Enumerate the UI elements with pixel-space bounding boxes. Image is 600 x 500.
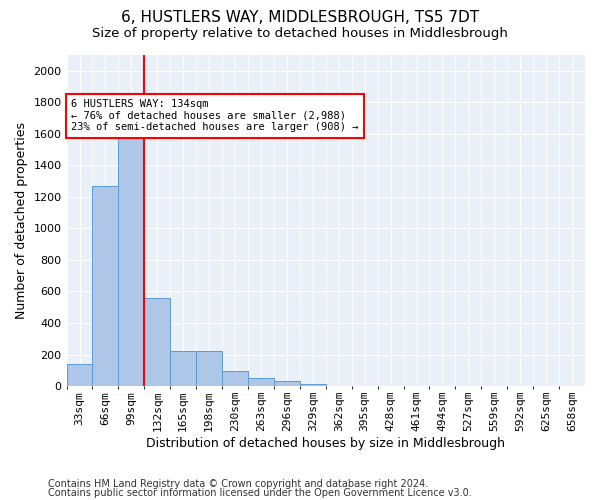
Text: 6, HUSTLERS WAY, MIDDLESBROUGH, TS5 7DT: 6, HUSTLERS WAY, MIDDLESBROUGH, TS5 7DT — [121, 10, 479, 25]
Bar — [118, 137, 145, 386]
X-axis label: Distribution of detached houses by size in Middlesbrough: Distribution of detached houses by size … — [146, 437, 505, 450]
Bar — [300, 384, 326, 386]
Y-axis label: Number of detached properties: Number of detached properties — [15, 122, 28, 319]
Bar — [170, 352, 196, 386]
Bar — [67, 364, 92, 386]
Bar — [92, 186, 118, 386]
Bar — [248, 378, 274, 386]
Bar — [274, 382, 300, 386]
Bar — [222, 371, 248, 386]
Text: 6 HUSTLERS WAY: 134sqm
← 76% of detached houses are smaller (2,988)
23% of semi-: 6 HUSTLERS WAY: 134sqm ← 76% of detached… — [71, 99, 359, 132]
Bar — [145, 298, 170, 386]
Bar — [196, 352, 222, 386]
Text: Size of property relative to detached houses in Middlesbrough: Size of property relative to detached ho… — [92, 28, 508, 40]
Text: Contains public sector information licensed under the Open Government Licence v3: Contains public sector information licen… — [48, 488, 472, 498]
Text: Contains HM Land Registry data © Crown copyright and database right 2024.: Contains HM Land Registry data © Crown c… — [48, 479, 428, 489]
